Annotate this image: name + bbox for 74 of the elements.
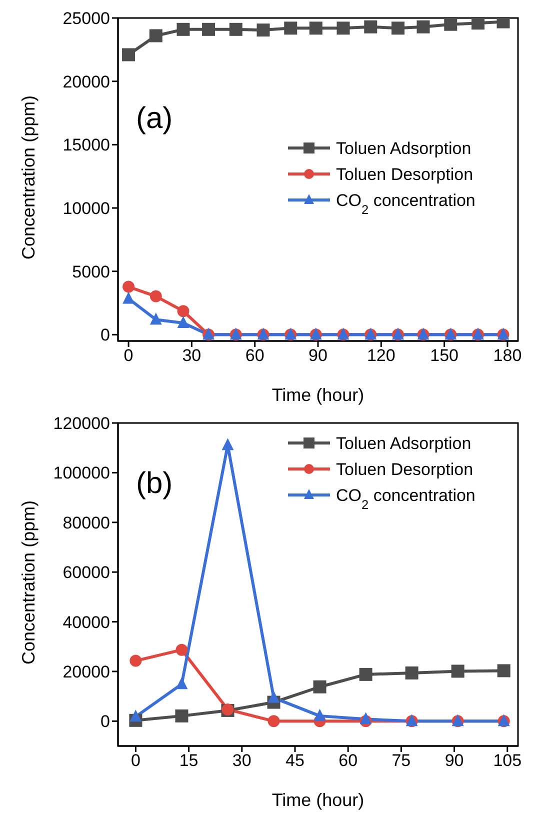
point [309,22,322,35]
x-tick-label: 180 [493,346,522,366]
point [268,690,280,703]
annotation: (a) [136,102,173,135]
x-tick-label: 60 [338,751,358,770]
point [130,710,142,722]
legend-label: Toluen Adsorption [336,139,472,158]
y-tick-label: 60000 [62,563,110,582]
x-tick-label: 0 [124,346,134,366]
point [451,664,464,678]
annotation: (b) [136,467,173,500]
point [313,680,326,694]
point [122,48,136,62]
y-tick-label: 40000 [62,612,110,632]
x-axis-title: Time (hour) [272,385,364,405]
point [202,22,216,36]
y-tick-label: 10000 [62,199,110,218]
legend-label: Toluen Adsorption [336,434,472,453]
point [472,18,484,30]
y-tick-label: 0 [100,712,110,732]
point [405,666,418,680]
legend-label: CO$_{2}$ concentration [336,191,476,216]
x-tick-label: 0 [130,751,140,770]
point [359,668,372,681]
point [177,305,190,318]
point [229,22,242,36]
point [150,290,162,302]
x-tick-label: 75 [392,751,411,770]
point [392,22,404,35]
point [284,22,298,35]
point [364,20,378,34]
point [149,29,162,42]
legend-label: CO$_{2}$ concentration [336,486,476,512]
x-tick-label: 15 [179,751,198,770]
legend-label: Toluen Desorption [336,165,474,184]
legend-label: Toluen Desorption [336,460,474,479]
point [497,664,510,678]
point [176,644,188,656]
point [314,708,326,721]
point [122,280,135,293]
point [268,715,280,728]
point [130,654,142,667]
y-tick-label: 5000 [72,262,110,282]
y-tick-label: 120000 [53,414,110,434]
point [150,312,162,325]
point [256,24,270,37]
y-axis-title: Concentration (ppm) [18,95,38,260]
x-tick-label: 120 [366,346,396,366]
x-tick-label: 60 [245,346,264,366]
x-tick-label: 45 [286,751,304,770]
x-tick-label: 90 [308,346,328,366]
x-tick-label: 150 [430,346,459,366]
y-tick-label: 20000 [62,662,110,682]
x-tick-label: 30 [232,751,252,770]
point [336,22,350,35]
y-tick-label: 15000 [62,136,110,155]
y-tick-label: 0 [100,326,110,345]
x-tick-label: 105 [493,751,522,770]
point [416,20,430,34]
point [444,18,458,31]
point [177,316,190,328]
y-tick-label: 25000 [62,9,110,28]
point [175,709,188,722]
point [222,438,234,450]
x-tick-label: 30 [182,346,202,366]
point [176,677,188,690]
y-tick-label: 100000 [53,464,110,483]
point [176,22,190,36]
x-tick-label: 90 [444,751,464,770]
y-tick-label: 80000 [62,513,110,532]
x-axis-title: Time (hour) [272,790,364,810]
y-tick-label: 20000 [62,72,110,92]
y-axis-title: Concentration (ppm) [18,500,38,664]
point [360,712,372,724]
